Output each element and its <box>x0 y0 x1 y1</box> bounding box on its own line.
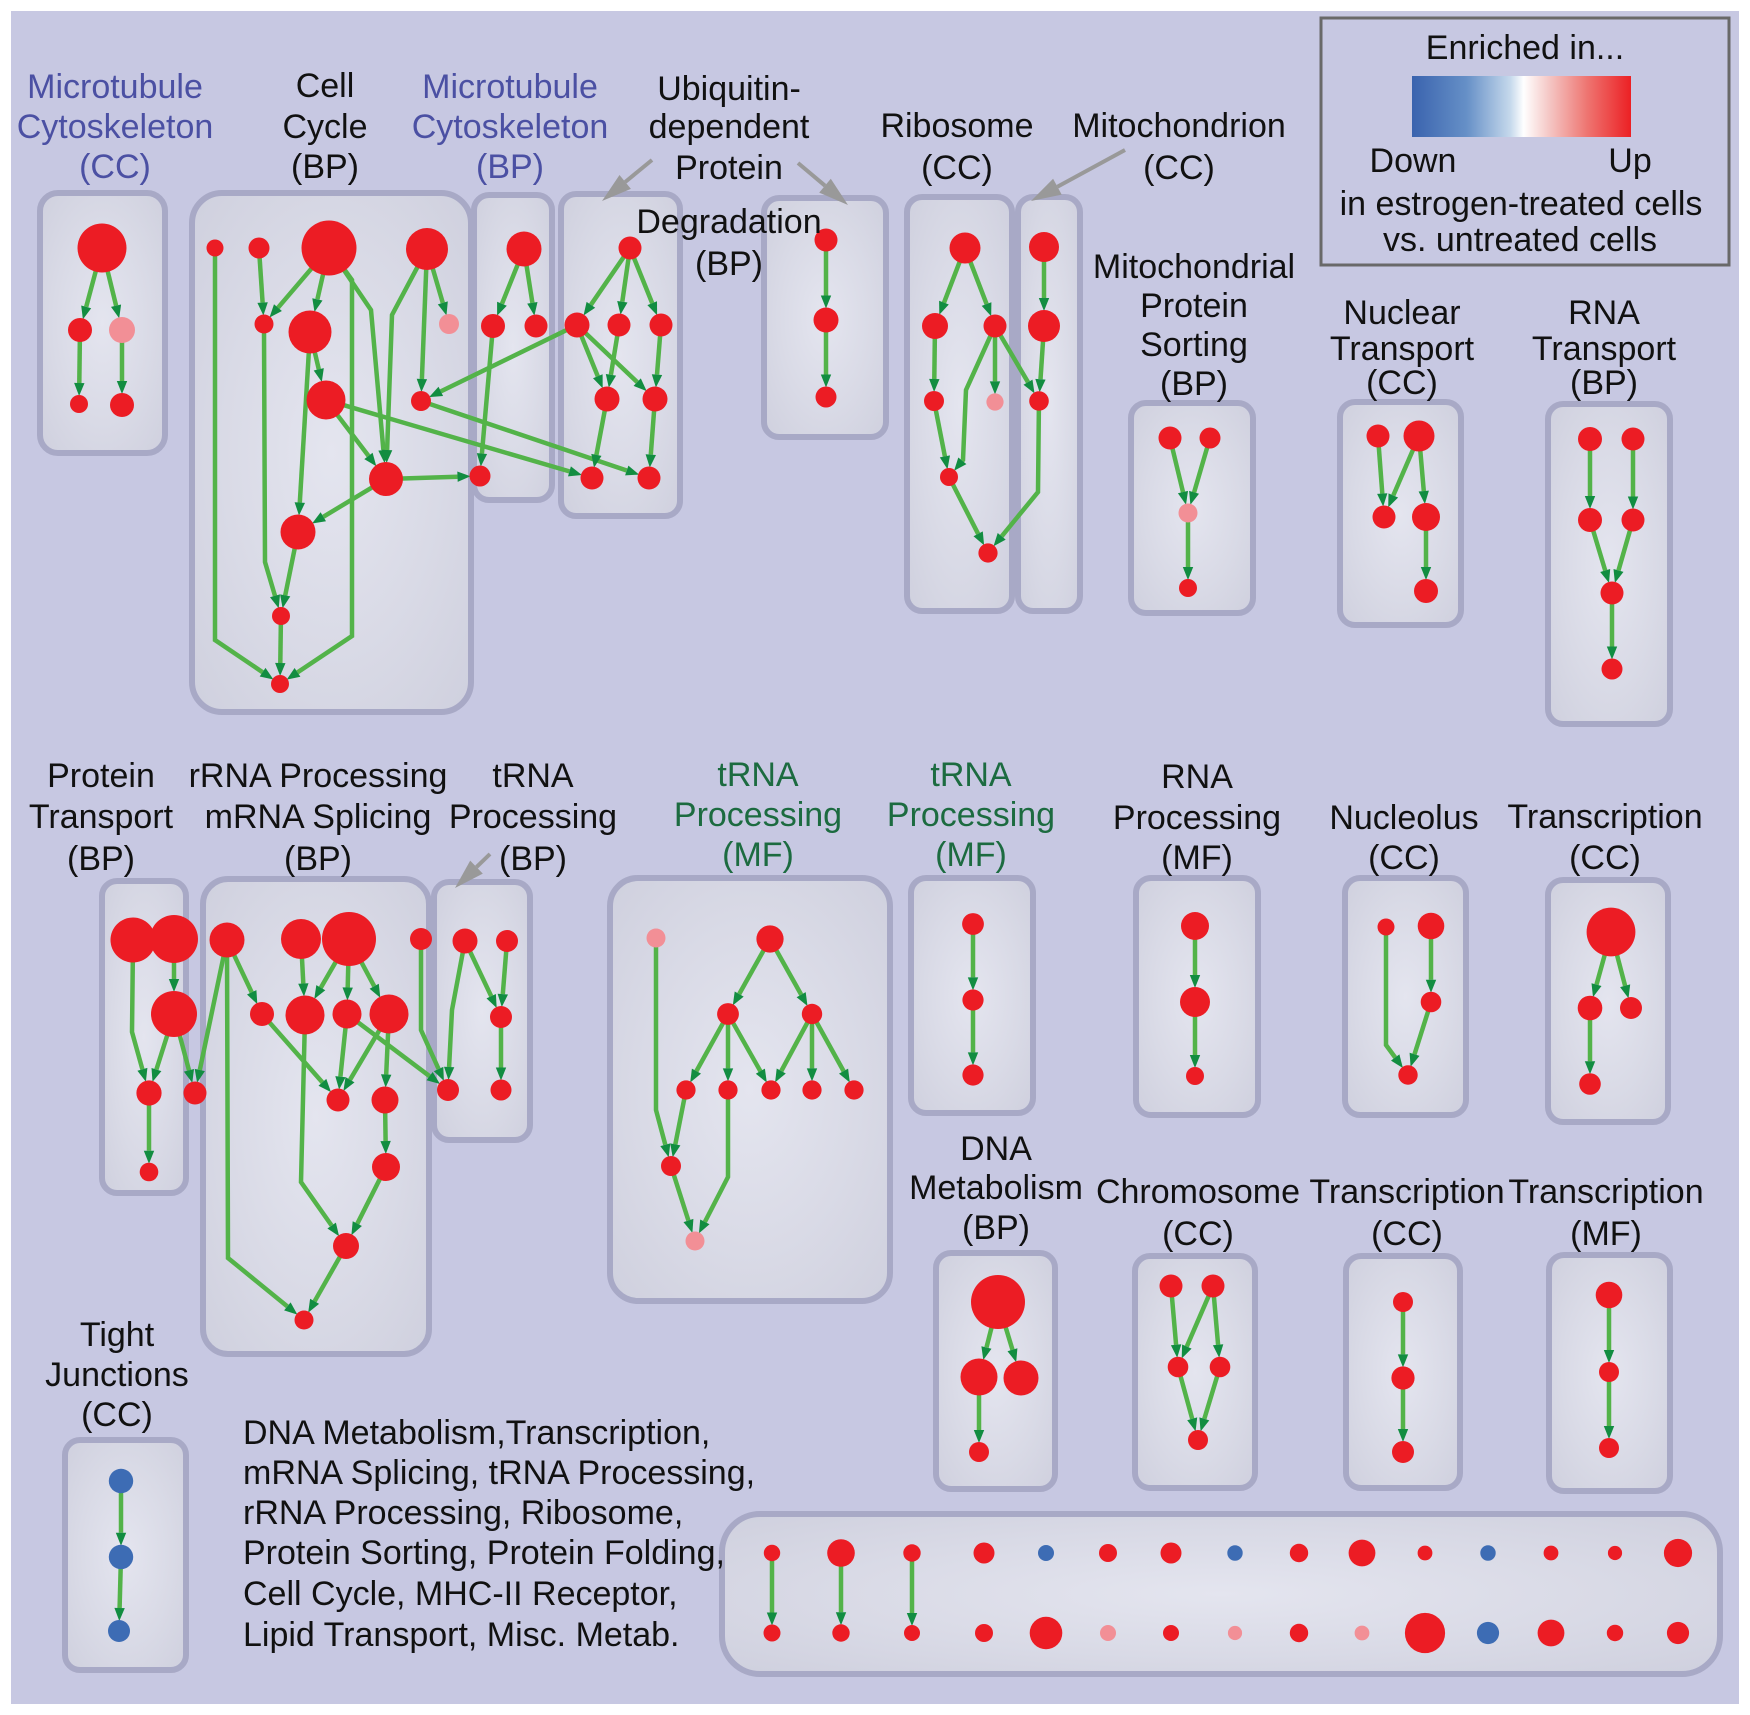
svg-text:RNA: RNA <box>1161 758 1233 796</box>
svg-text:Mitochondrial: Mitochondrial <box>1093 248 1295 286</box>
svg-text:(BP): (BP) <box>1160 365 1228 403</box>
svg-text:Cell Cycle, MHC-II Receptor,: Cell Cycle, MHC-II Receptor, <box>243 1575 678 1613</box>
svg-text:Protein: Protein <box>675 149 783 187</box>
svg-text:mRNA Splicing: mRNA Splicing <box>205 798 432 836</box>
svg-text:DNA: DNA <box>960 1130 1032 1168</box>
svg-text:(CC): (CC) <box>1368 839 1440 877</box>
svg-text:Degradation: Degradation <box>636 203 821 241</box>
svg-text:Transport: Transport <box>1532 330 1677 368</box>
svg-text:Nuclear: Nuclear <box>1343 294 1460 332</box>
svg-text:(BP): (BP) <box>695 245 763 283</box>
svg-text:(CC): (CC) <box>1371 1215 1443 1253</box>
svg-text:(CC): (CC) <box>81 1396 153 1434</box>
svg-text:tRNA: tRNA <box>492 757 574 795</box>
svg-text:tRNA: tRNA <box>717 756 799 794</box>
svg-text:(CC): (CC) <box>1162 1215 1234 1253</box>
svg-text:rRNA Processing, Ribosome,: rRNA Processing, Ribosome, <box>243 1494 683 1532</box>
svg-text:Sorting: Sorting <box>1140 326 1248 364</box>
svg-text:Transcription: Transcription <box>1309 1173 1504 1211</box>
svg-text:Down: Down <box>1370 142 1457 180</box>
svg-text:rRNA Processing: rRNA Processing <box>189 757 448 795</box>
svg-text:RNA: RNA <box>1568 294 1640 332</box>
svg-text:Processing: Processing <box>887 796 1055 834</box>
svg-text:Processing: Processing <box>1113 799 1281 837</box>
svg-text:Chromosome: Chromosome <box>1096 1173 1300 1211</box>
svg-text:(BP): (BP) <box>499 840 567 878</box>
svg-text:Ribosome: Ribosome <box>880 107 1033 145</box>
svg-text:Cytoskeleton: Cytoskeleton <box>412 108 609 146</box>
svg-text:Transport: Transport <box>1330 330 1475 368</box>
svg-text:Tight: Tight <box>80 1316 155 1354</box>
svg-text:(MF): (MF) <box>1570 1215 1642 1253</box>
svg-text:Nucleolus: Nucleolus <box>1329 799 1478 837</box>
svg-text:Up: Up <box>1608 142 1651 180</box>
svg-text:(MF): (MF) <box>722 836 794 874</box>
svg-text:Cytoskeleton: Cytoskeleton <box>17 108 214 146</box>
svg-text:Microtubule: Microtubule <box>422 68 598 106</box>
svg-text:mRNA Splicing, tRNA Processing: mRNA Splicing, tRNA Processing, <box>243 1454 755 1492</box>
svg-text:dependent: dependent <box>649 108 810 146</box>
svg-text:(BP): (BP) <box>476 148 544 186</box>
svg-text:vs. untreated cells: vs. untreated cells <box>1383 221 1657 259</box>
svg-text:(BP): (BP) <box>962 1209 1030 1247</box>
svg-text:(CC): (CC) <box>921 149 993 187</box>
svg-text:Ubiquitin-: Ubiquitin- <box>657 70 801 108</box>
svg-text:Junctions: Junctions <box>45 1356 189 1394</box>
svg-text:Protein: Protein <box>1140 287 1248 325</box>
svg-text:(CC): (CC) <box>1143 149 1215 187</box>
svg-text:(CC): (CC) <box>79 148 151 186</box>
svg-text:Transport: Transport <box>29 798 174 836</box>
svg-text:Transcription: Transcription <box>1507 798 1702 836</box>
svg-text:Cell: Cell <box>296 67 355 105</box>
svg-text:Metabolism: Metabolism <box>909 1169 1083 1207</box>
svg-text:Lipid Transport, Misc. Metab.: Lipid Transport, Misc. Metab. <box>243 1616 680 1654</box>
svg-text:(MF): (MF) <box>935 836 1007 874</box>
svg-text:(BP): (BP) <box>1570 364 1638 402</box>
svg-text:(BP): (BP) <box>284 840 352 878</box>
svg-text:DNA Metabolism,Transcription,: DNA Metabolism,Transcription, <box>243 1414 710 1452</box>
svg-text:Transcription: Transcription <box>1508 1173 1703 1211</box>
svg-text:in estrogen-treated cells: in estrogen-treated cells <box>1340 185 1703 223</box>
svg-text:Processing: Processing <box>449 798 617 836</box>
svg-text:Microtubule: Microtubule <box>27 68 203 106</box>
svg-text:(CC): (CC) <box>1569 839 1641 877</box>
svg-text:Protein: Protein <box>47 757 155 795</box>
svg-text:(BP): (BP) <box>291 148 359 186</box>
svg-text:Cycle: Cycle <box>282 108 367 146</box>
svg-text:(MF): (MF) <box>1161 839 1233 877</box>
svg-text:Protein Sorting, Protein Foldi: Protein Sorting, Protein Folding, <box>243 1534 725 1572</box>
svg-text:Mitochondrion: Mitochondrion <box>1072 107 1286 145</box>
svg-text:(BP): (BP) <box>67 840 135 878</box>
svg-text:Processing: Processing <box>674 796 842 834</box>
svg-text:Enriched in...: Enriched in... <box>1426 29 1624 67</box>
svg-text:tRNA: tRNA <box>930 756 1012 794</box>
svg-text:(CC): (CC) <box>1366 364 1438 402</box>
